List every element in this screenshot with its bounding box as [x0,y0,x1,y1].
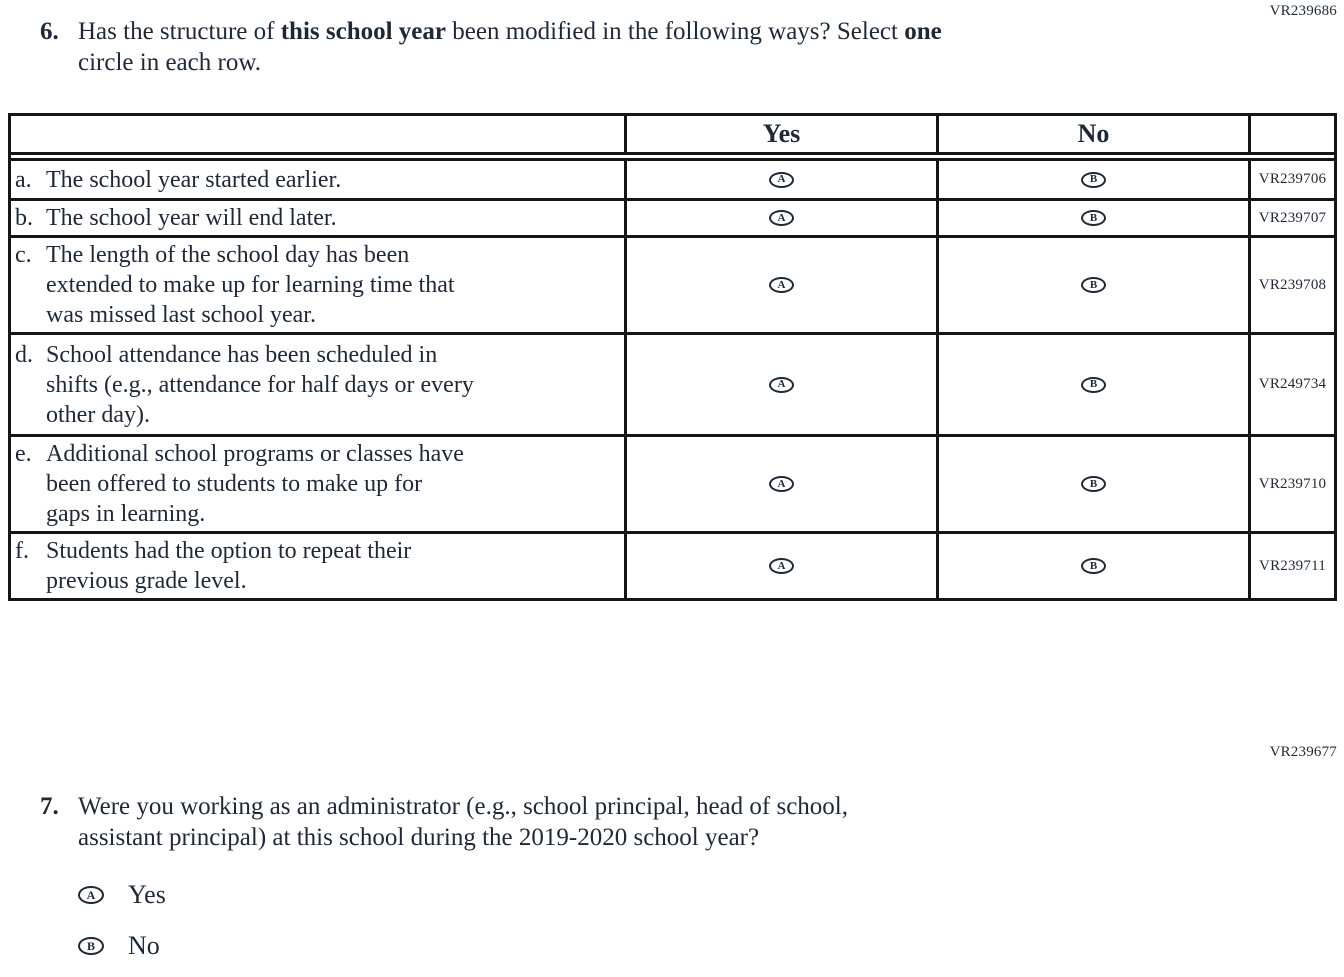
no-cell: B [936,335,1248,434]
row-letter: b. [15,205,33,231]
question-6-line2: circle in each row. [78,49,261,76]
answer-bubble-yes[interactable]: A [769,476,794,492]
row-letter: f. [15,538,29,564]
table-header-row: Yes No [11,116,1334,161]
answer-bubble-no[interactable]: B [1081,558,1106,574]
yes-cell: A [624,238,936,332]
answer-bubble-no[interactable]: B [1081,376,1106,393]
yes-cell: A [624,437,936,531]
table-body: a. The school year started earlier. A B … [11,161,1334,598]
question-7-number: 7. [40,793,59,820]
row-code: VR249734 [1248,335,1334,434]
option-label-yes: Yes [128,880,166,909]
yes-cell: A [624,534,936,598]
statement-text: School attendance has been scheduled in … [46,341,474,428]
answer-bubble-no[interactable]: B [1081,277,1106,293]
statement-cell: f. Students had the option to repeat the… [11,534,624,598]
q7-option-yes[interactable]: A Yes [78,880,166,910]
row-code: VR239708 [1248,238,1334,332]
answer-bubble-no[interactable]: B [1081,476,1106,492]
statement-cell: a. The school year started earlier. [11,161,624,198]
no-cell: B [936,437,1248,531]
row-letter: d. [15,341,33,368]
no-cell: B [936,201,1248,235]
no-cell: B [936,534,1248,598]
question-7-text: Were you working as an administrator (e.… [78,791,848,853]
row-letter: c. [15,242,32,268]
table-row-d: d. School attendance has been scheduled … [11,332,1334,434]
q7-option-no[interactable]: B No [78,931,160,961]
yes-cell: A [624,161,936,198]
question-6-text: Has the structure of this school year be… [78,16,942,78]
option-label-no: No [128,931,160,960]
answer-bubble-no[interactable]: B [1081,210,1106,226]
row-code: VR239706 [1248,161,1334,198]
statement-cell: e. Additional school programs or classes… [11,437,624,531]
answer-bubble-yes[interactable]: A [769,210,794,226]
header-no: No [936,116,1248,152]
header-yes: Yes [624,116,936,152]
no-cell: B [936,161,1248,198]
yes-cell: A [624,201,936,235]
statement-cell: b. The school year will end later. [11,201,624,235]
header-statement-cell [11,116,624,152]
statement-cell: c. The length of the school day has been… [11,238,624,332]
answer-bubble-no[interactable]: B [78,937,104,955]
statement-text: The length of the school day has been ex… [46,242,455,328]
answer-bubble-no[interactable]: B [1081,171,1106,188]
question-code-q7: VR239677 [1269,744,1337,760]
table-row-a: a. The school year started earlier. A B … [11,161,1334,198]
table-row-b: b. The school year will end later. A B V… [11,198,1334,235]
answer-bubble-yes[interactable]: A [769,277,794,293]
answer-bubble-yes[interactable]: A [769,558,794,574]
row-code: VR239711 [1248,534,1334,598]
row-letter: a. [15,166,32,193]
question-6-number: 6. [40,18,59,45]
table-row-c: c. The length of the school day has been… [11,235,1334,332]
statement-text: Students had the option to repeat their … [46,538,412,594]
statement-text: The school year started earlier. [46,166,342,193]
table-row-f: f. Students had the option to repeat the… [11,531,1334,598]
statement-text: Additional school programs or classes ha… [46,441,464,527]
answer-bubble-yes[interactable]: A [769,171,794,188]
table-row-e: e. Additional school programs or classes… [11,434,1334,531]
answer-bubble-yes[interactable]: A [78,886,104,904]
yes-cell: A [624,335,936,434]
question-6-line1: Has the structure of this school year be… [78,18,942,45]
question-7-line2: assistant principal) at this school duri… [78,824,760,851]
statement-text: The school year will end later. [46,205,337,231]
statement-cell: d. School attendance has been scheduled … [11,335,624,434]
question-7-line1: Were you working as an administrator (e.… [78,793,848,820]
row-code: VR239707 [1248,201,1334,235]
no-cell: B [936,238,1248,332]
row-letter: e. [15,441,32,467]
header-code-cell [1248,116,1334,152]
row-code: VR239710 [1248,437,1334,531]
answer-bubble-yes[interactable]: A [769,376,794,393]
question-6-table: Yes No a. The school year started earlie… [8,113,1337,601]
question-code-q6: VR239686 [1269,3,1337,19]
